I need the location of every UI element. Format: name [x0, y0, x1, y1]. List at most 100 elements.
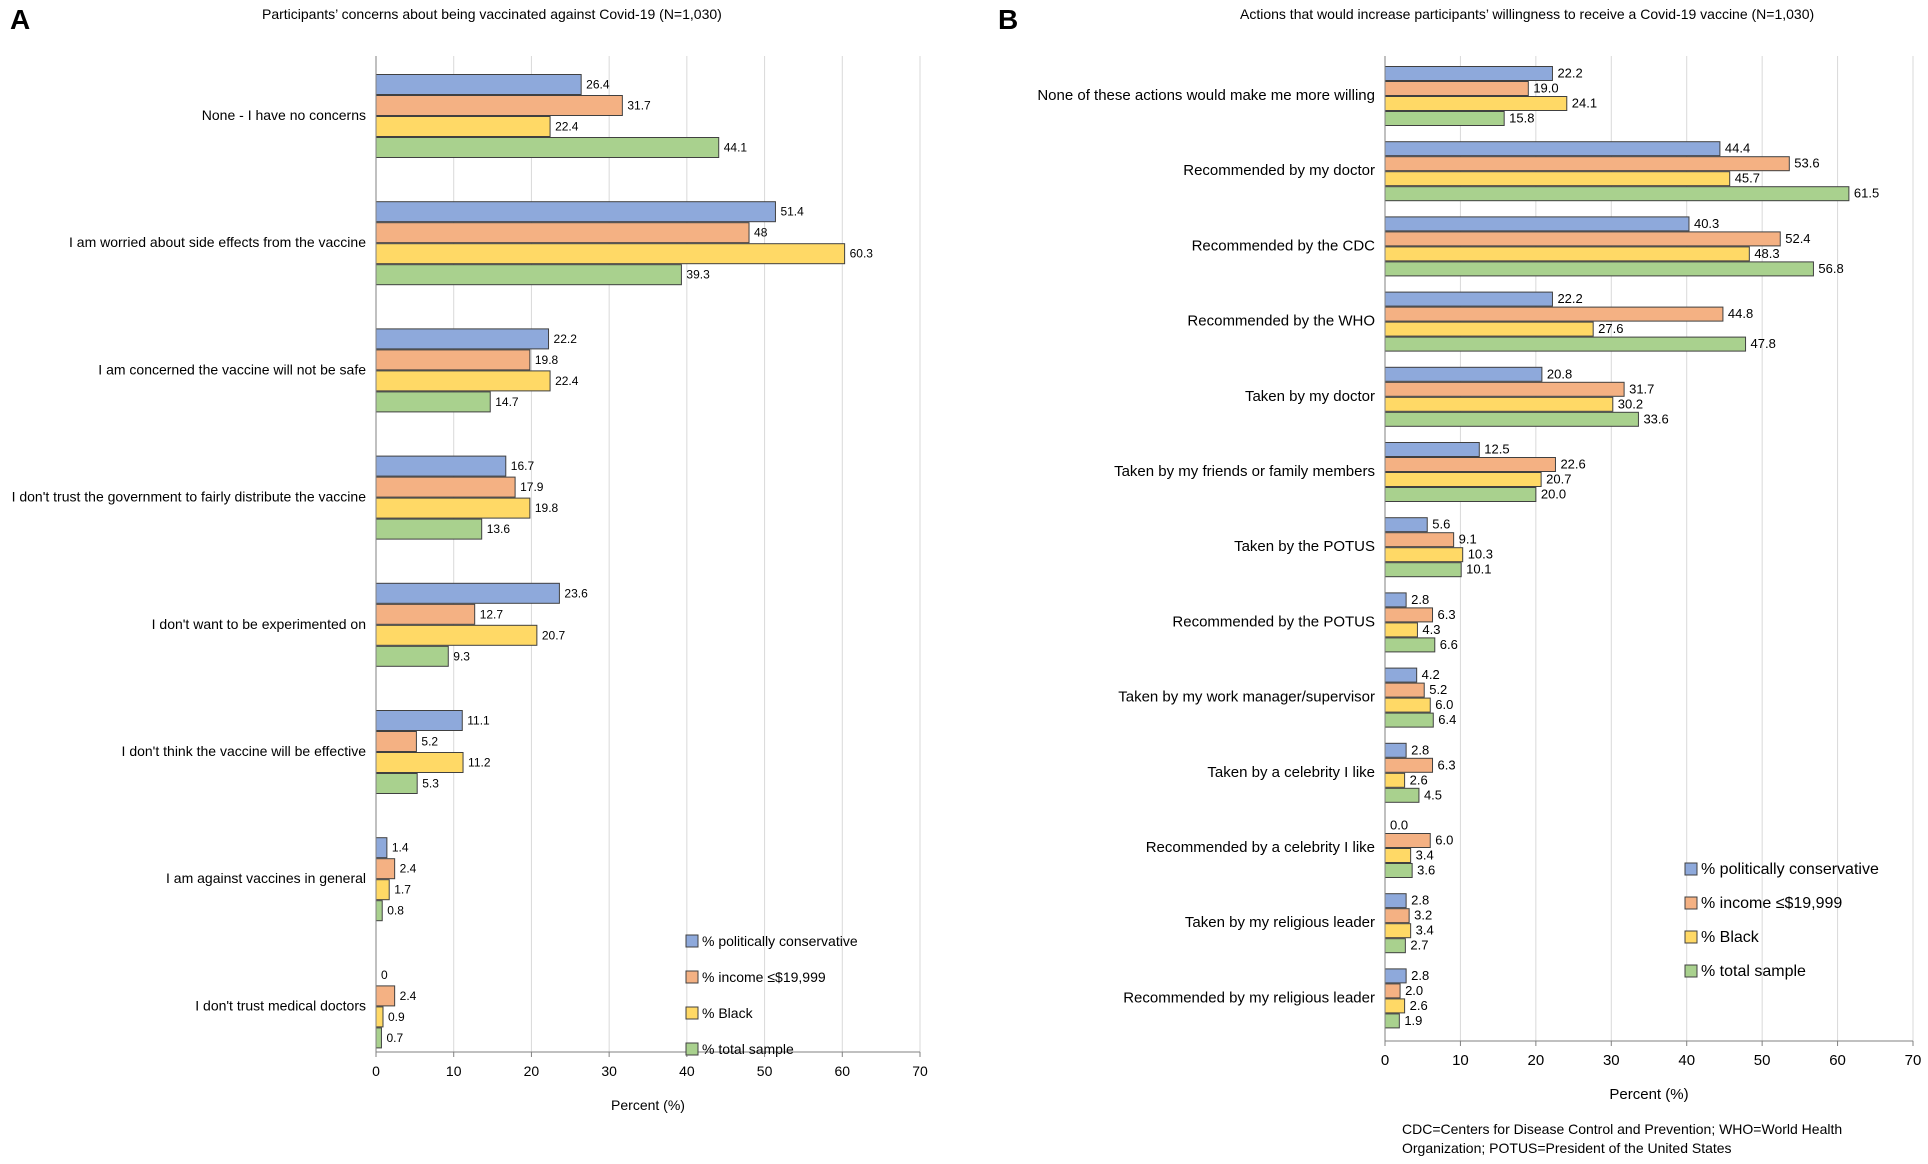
b-bar-value-label: 53.6 — [1794, 156, 1819, 171]
a-bar-value-label: 13.6 — [487, 522, 511, 536]
b-bar-value-label: 12.5 — [1484, 442, 1509, 457]
b-bar-value-label: 5.2 — [1429, 682, 1447, 697]
b-bar-value-label: 10.1 — [1466, 562, 1491, 577]
b-bar-value-label: 24.1 — [1572, 96, 1597, 111]
b-bar-value-label: 10.3 — [1468, 547, 1493, 562]
a-x-tick-label: 0 — [372, 1063, 380, 1079]
b-category-label: Recommended by my religious leader — [1123, 989, 1375, 1006]
a-x-tick-label: 60 — [834, 1063, 850, 1079]
panel-a-letter: A — [10, 4, 31, 35]
b-x-tick-label: 40 — [1678, 1052, 1695, 1069]
b-bar-total — [1384, 938, 1406, 954]
b-bar-black — [1384, 547, 1464, 563]
b-bar-conservative — [1384, 366, 1543, 382]
a-category-label: I don't trust the government to fairly d… — [12, 489, 367, 505]
a-bar-value-label: 14.7 — [495, 395, 519, 409]
b-x-tick-label: 50 — [1754, 1052, 1771, 1069]
b-bar-total — [1384, 562, 1462, 578]
b-bar-income — [1384, 607, 1434, 623]
b-bar-value-label: 2.8 — [1411, 592, 1429, 607]
b-category-label: Taken by my work manager/supervisor — [1118, 689, 1375, 706]
b-bar-black — [1384, 171, 1731, 187]
b-legend-label-black: % Black — [1701, 929, 1760, 946]
a-bar-value-label: 16.7 — [511, 459, 535, 473]
a-bar-value-label: 48 — [754, 226, 768, 240]
a-bar-value-label: 17.9 — [520, 480, 544, 494]
b-bar-black — [1384, 772, 1406, 788]
b-bar-total — [1384, 336, 1747, 352]
b-bar-value-label: 1.9 — [1404, 1013, 1422, 1028]
b-bar-income — [1384, 983, 1401, 999]
a-bar-value-label: 5.3 — [422, 777, 439, 791]
b-bar-value-label: 6.3 — [1438, 757, 1456, 772]
b-x-tick-label: 60 — [1829, 1052, 1846, 1069]
b-bar-conservative — [1384, 742, 1407, 758]
b-bar-total — [1384, 411, 1639, 427]
a-bar-value-label: 60.3 — [850, 247, 874, 261]
b-bar-conservative — [1384, 291, 1553, 307]
a-bar-value-label: 0.9 — [388, 1010, 405, 1024]
a-bar-value-label: 39.3 — [686, 268, 710, 282]
b-bar-income — [1384, 231, 1781, 247]
a-category-label: I am concerned the vaccine will not be s… — [98, 361, 366, 377]
b-bar-value-label: 6.0 — [1435, 833, 1453, 848]
b-bar-value-label: 2.8 — [1411, 893, 1429, 908]
b-x-tick-label: 0 — [1381, 1052, 1389, 1069]
a-bar-value-label: 9.3 — [453, 649, 470, 663]
b-bar-value-label: 3.6 — [1417, 863, 1435, 878]
b-category-label: Recommended by a celebrity I like — [1146, 839, 1375, 856]
b-category-label: Recommended by the CDC — [1192, 237, 1376, 254]
b-bar-value-label: 20.0 — [1541, 487, 1566, 502]
a-category-label: I am against vaccines in general — [166, 870, 366, 886]
b-bar-total — [1384, 712, 1434, 728]
b-bar-value-label: 4.3 — [1422, 622, 1440, 637]
b-bar-conservative — [1384, 968, 1407, 984]
b-bar-value-label: 6.0 — [1435, 697, 1453, 712]
b-bar-value-label: 20.8 — [1547, 366, 1572, 381]
a-bar-value-label: 26.4 — [586, 78, 610, 92]
b-bar-value-label: 2.7 — [1410, 938, 1428, 953]
b-x-tick-label: 20 — [1528, 1052, 1545, 1069]
a-bar-value-label: 11.1 — [467, 714, 490, 728]
b-category-label: Taken by the POTUS — [1234, 538, 1375, 555]
b-legend-label-total: % total sample — [1701, 963, 1806, 980]
b-legend-label-income: % income ≤$19,999 — [1701, 895, 1842, 912]
b-category-label: Taken by my doctor — [1245, 388, 1375, 405]
b-bar-black — [1384, 321, 1594, 337]
b-bar-conservative — [1384, 442, 1480, 457]
b-legend-label-conservative: % politically conservative — [1701, 861, 1879, 878]
b-legend-swatch-total — [1684, 964, 1698, 978]
a-x-tick-label: 20 — [524, 1063, 540, 1079]
b-bar-value-label: 2.8 — [1411, 742, 1429, 757]
a-legend-label-conservative: % politically conservative — [702, 933, 858, 949]
panel-a-title: Participants’ concerns about being vacci… — [262, 6, 722, 22]
footnote-line-1: CDC=Centers for Disease Control and Prev… — [1402, 1121, 1843, 1137]
a-bar-value-label: 0 — [381, 968, 388, 982]
b-bar-income — [1384, 81, 1529, 96]
b-bar-value-label: 22.6 — [1560, 457, 1585, 472]
a-category-label: None - I have no concerns — [202, 107, 366, 123]
b-bar-income — [1384, 757, 1434, 773]
b-category-label: Taken by my friends or family members — [1114, 463, 1375, 480]
b-bar-value-label: 44.4 — [1725, 141, 1750, 156]
a-legend-swatch-income — [685, 970, 699, 984]
b-x-tick-label: 70 — [1905, 1052, 1922, 1069]
b-bar-value-label: 3.2 — [1414, 908, 1432, 923]
a-bar-value-label: 5.2 — [421, 735, 438, 749]
b-legend-swatch-black — [1684, 930, 1698, 944]
b-bar-total — [1384, 487, 1537, 502]
b-legend-swatch-conservative — [1684, 862, 1698, 876]
b-bar-income — [1384, 833, 1431, 848]
b-bar-value-label: 0.0 — [1390, 818, 1408, 833]
b-x-axis-title: Percent (%) — [1609, 1086, 1688, 1103]
a-bar-value-label: 51.4 — [780, 205, 804, 219]
b-bar-value-label: 19.0 — [1533, 81, 1558, 96]
b-bar-income — [1384, 908, 1410, 924]
b-bar-value-label: 31.7 — [1629, 381, 1654, 396]
b-x-tick-label: 10 — [1452, 1052, 1469, 1069]
b-bar-conservative — [1384, 667, 1418, 683]
b-bar-conservative — [1384, 216, 1690, 232]
a-x-tick-label: 10 — [446, 1063, 462, 1079]
